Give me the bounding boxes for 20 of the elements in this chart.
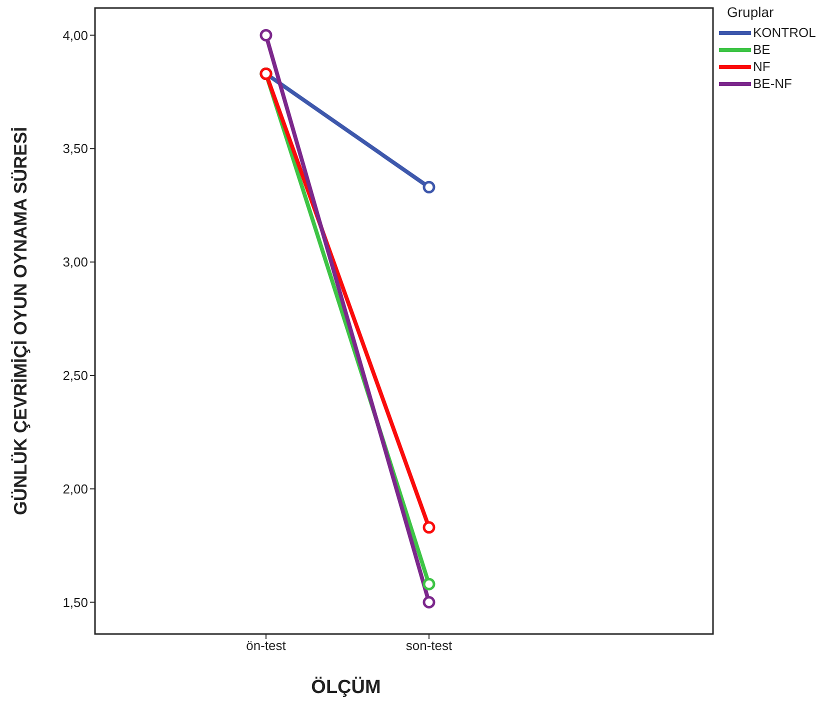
point bbox=[422, 521, 436, 534]
y-tick-label: 3,00 bbox=[62, 254, 88, 270]
y-tick-label: 1,50 bbox=[62, 594, 88, 610]
legend-label: BE bbox=[753, 42, 770, 57]
legend-label: KONTROL bbox=[753, 25, 816, 40]
point bbox=[260, 28, 272, 42]
y-axis-title: GÜNLÜK ÇEVRİMİÇİ OYUN OYNAMA SÜRESİ bbox=[10, 126, 30, 516]
point bbox=[422, 596, 436, 608]
point bbox=[422, 578, 436, 590]
x-tick-label: son-test bbox=[406, 638, 453, 654]
y-tick-label: 2,50 bbox=[62, 368, 88, 384]
legend-title: Gruplar bbox=[726, 4, 775, 20]
x-tick-label: ön-test bbox=[246, 638, 286, 654]
legend-label: BE-NF bbox=[753, 76, 792, 91]
y-tick-label: 2,00 bbox=[62, 481, 88, 496]
point bbox=[422, 180, 436, 194]
y-tick-label: 3,50 bbox=[62, 141, 88, 156]
legend-label: NF bbox=[753, 59, 770, 74]
y-tick-label: 4,00 bbox=[62, 28, 88, 43]
x-axis-title: ÖLÇÜM bbox=[311, 676, 381, 698]
